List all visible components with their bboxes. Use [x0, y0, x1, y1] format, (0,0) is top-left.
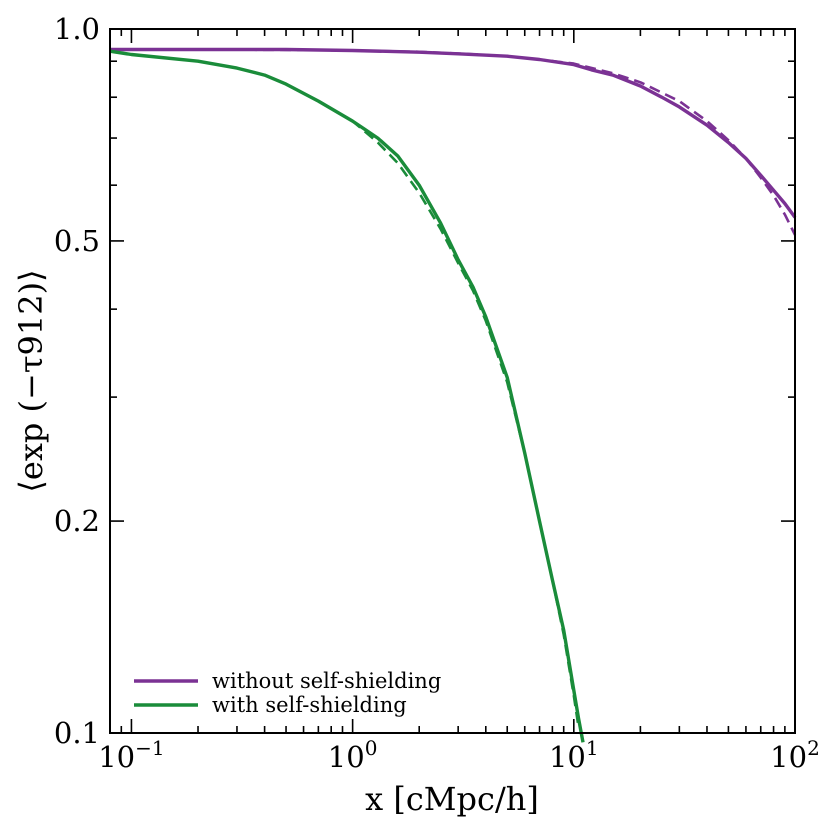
series-layer: [109, 47, 797, 743]
ticks-layer: [110, 28, 796, 734]
series-line-0: [110, 47, 797, 219]
y-tick-label-2: 0.5: [54, 224, 100, 258]
y-tick-label-1: 0.2: [54, 504, 100, 538]
x-tick-label-3: 102: [770, 736, 820, 774]
series-line-1: [110, 48, 797, 236]
y-tick-label-3: 1.0: [54, 12, 100, 46]
x-tick-label-1: 100: [328, 736, 378, 774]
y-tick-label-0: 0.1: [54, 716, 100, 750]
x-tick-label-2: 101: [549, 736, 599, 774]
x-axis-label: x [cMpc/h]: [365, 780, 539, 818]
legend-label-with-self-shielding: with self-shielding: [212, 693, 407, 717]
legend: without self-shielding with self-shieldi…: [134, 669, 441, 717]
plot-frame: [109, 28, 796, 734]
tick-labels: 10−1 100 101 102 0.1 0.2 0.5 1.0: [54, 12, 820, 774]
legend-label-without-self-shielding: without self-shielding: [212, 669, 441, 693]
x-tick-label-0: 10−1: [98, 736, 164, 774]
y-axis-label: ⟨exp (−τ912)⟩: [12, 269, 50, 492]
series-line-3: [109, 49, 580, 728]
